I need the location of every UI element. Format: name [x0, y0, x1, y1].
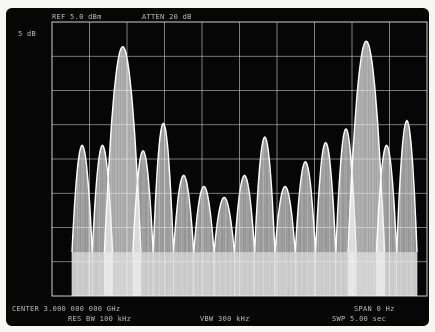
side-lobe — [152, 122, 175, 296]
side-lobe — [172, 174, 195, 296]
main-lobe — [103, 45, 142, 296]
attenuation-readout: ATTEN 20 dB — [142, 13, 192, 21]
side-lobe — [71, 144, 93, 296]
scale-readout: 5 dB — [18, 30, 37, 38]
res-bw-readout: RES BW 100 kHz — [68, 315, 132, 323]
sweep-time-readout: SWP 5.00 sec — [332, 315, 387, 323]
side-lobe — [396, 119, 418, 296]
side-lobe — [375, 144, 398, 296]
lobe-envelope — [294, 160, 317, 253]
lobe-envelope — [193, 185, 215, 253]
center-frequency-readout: CENTER 3.000 000 000 GHz — [12, 305, 121, 313]
side-lobe — [193, 185, 215, 296]
analyzer-screen: REF 5.0 dBm ATTEN 20 dB 5 dB CENTER 3.00… — [6, 8, 429, 326]
lobe-envelope — [132, 149, 154, 253]
side-lobe — [294, 160, 317, 296]
lobe-envelope — [253, 136, 276, 253]
lobe-envelope — [274, 185, 296, 253]
lobe-envelope — [213, 196, 236, 253]
spectrum-plot — [51, 21, 428, 297]
lobe-envelope — [314, 141, 337, 253]
lobe-envelope — [103, 45, 142, 253]
span-readout: SPAN 0 Hz — [354, 305, 395, 313]
video-bw-readout: VBW 300 kHz — [200, 315, 250, 323]
lobe-envelope — [375, 144, 398, 253]
lobe-envelope — [396, 119, 418, 253]
side-lobe — [274, 185, 296, 296]
side-lobe — [132, 149, 154, 296]
lobe-envelope — [172, 174, 195, 253]
spectrum-trace — [71, 40, 418, 296]
lobe-envelope — [347, 40, 386, 253]
side-lobe — [314, 141, 337, 296]
side-lobe — [213, 196, 236, 296]
side-lobe — [253, 136, 276, 296]
lobe-envelope — [233, 174, 256, 253]
lobe-envelope — [152, 122, 175, 253]
ref-level-readout: REF 5.0 dBm — [52, 13, 102, 21]
lobe-envelope — [71, 144, 93, 253]
